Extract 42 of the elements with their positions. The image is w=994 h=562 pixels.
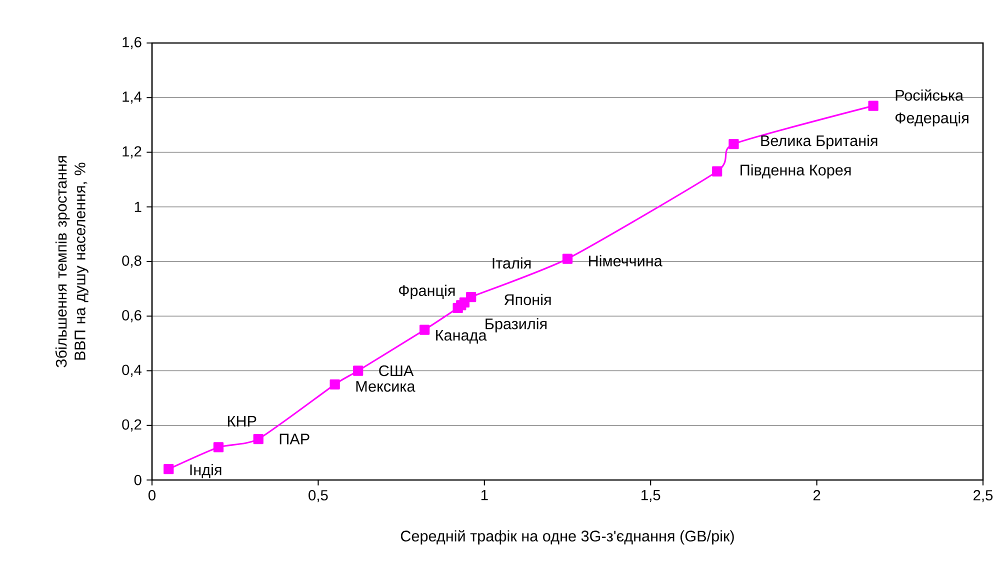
- point: [712, 166, 722, 176]
- y-tick-label: 1,4: [122, 92, 142, 104]
- point: [420, 324, 430, 335]
- point: [213, 442, 224, 452]
- y-tick-label: 1,6: [122, 36, 142, 50]
- point: [330, 379, 340, 390]
- y-tick-label: 0,6: [122, 310, 142, 322]
- y-tick-label: 0,2: [122, 419, 142, 432]
- y-tick-label: 0,4: [122, 364, 142, 377]
- annotation: Бразилія: [486, 318, 547, 332]
- annotation: Італія: [492, 257, 531, 269]
- x-tick-label: 1: [481, 490, 488, 500]
- point: [466, 292, 476, 302]
- annotation: Велика Британія: [761, 134, 878, 150]
- annotation: Японія: [504, 294, 551, 306]
- point: [164, 464, 174, 474]
- annotation: Мексика: [356, 381, 416, 392]
- x-tick-label: 0: [148, 490, 156, 500]
- annotation: Німеччина: [589, 255, 662, 266]
- annotation: ПАР: [280, 434, 310, 444]
- annotation: Російська Федерація: [895, 89, 968, 126]
- point: [562, 254, 573, 264]
- y-tick-label: 1,2: [122, 146, 142, 158]
- point: [253, 434, 264, 444]
- point: [353, 366, 364, 376]
- x-tick-label: 2: [813, 490, 820, 500]
- y-axis-title: Збільшення темпів зростання ВВП на душу населення, %: [55, 156, 88, 368]
- annotation: Індія: [190, 464, 222, 478]
- point: [868, 100, 878, 111]
- annotation: КНР: [228, 416, 256, 426]
- y-tick-label: 1: [134, 202, 142, 212]
- x-tick-label: 1,5: [642, 490, 660, 502]
- x-tick-label: 2,5: [974, 490, 993, 502]
- annotation: Південна Корея: [740, 164, 851, 179]
- annotation: США: [379, 365, 414, 376]
- point: [728, 138, 739, 150]
- annotation: Канада: [436, 330, 487, 344]
- x-tick-label: 0,5: [308, 490, 328, 502]
- annotation: Франція: [398, 284, 455, 300]
- y-tick-label: 0,8: [122, 255, 142, 268]
- y-tick-label: 0: [134, 474, 142, 486]
- x-axis-title: Середній трафік на одне 3G-з'єднання (GB/рік): [400, 530, 734, 545]
